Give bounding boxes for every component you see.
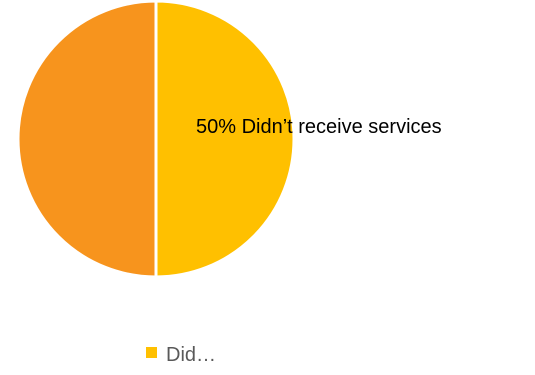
- legend-swatch: [146, 347, 157, 358]
- slice-data-label: 50% Didn’t receive services: [196, 116, 442, 138]
- legend-label: Did…: [166, 344, 216, 366]
- legend: Did…: [146, 344, 216, 366]
- pie-slices: [16, 0, 296, 279]
- pie-slice-1: [16, 0, 158, 279]
- pie-slice-0: [154, 0, 296, 279]
